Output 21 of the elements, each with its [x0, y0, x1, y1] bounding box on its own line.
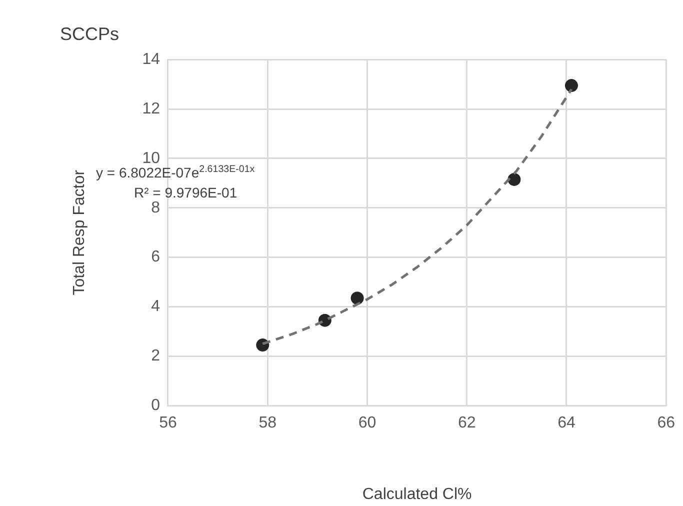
x-tick-label: 58 [258, 414, 277, 432]
point [564, 79, 578, 92]
y-axis-title: Total Resp Factor [71, 169, 88, 296]
point [508, 172, 521, 186]
x-tick-label: 56 [159, 414, 177, 432]
chart-title: SCCPs [60, 24, 120, 44]
y-tick-label: 2 [151, 348, 160, 365]
y-tick-label: 14 [142, 51, 160, 68]
point [350, 292, 364, 305]
y-tick-label: 0 [151, 397, 160, 414]
y-tick-label: 10 [142, 150, 160, 167]
y-tick-label: 6 [151, 248, 160, 266]
x-tick-label: 62 [458, 414, 476, 432]
y-tick-label: 8 [151, 199, 160, 216]
x-tick-label: 60 [358, 414, 376, 432]
annotation: R² = 9.9796E-01 [134, 184, 238, 201]
y-tick-label: 12 [142, 100, 160, 118]
y-tick-label: 4 [151, 298, 160, 316]
x-axis-title: Calculated Cl% [362, 486, 472, 503]
x-tick-label: 66 [657, 414, 676, 432]
x-tick-label: 64 [558, 414, 576, 432]
